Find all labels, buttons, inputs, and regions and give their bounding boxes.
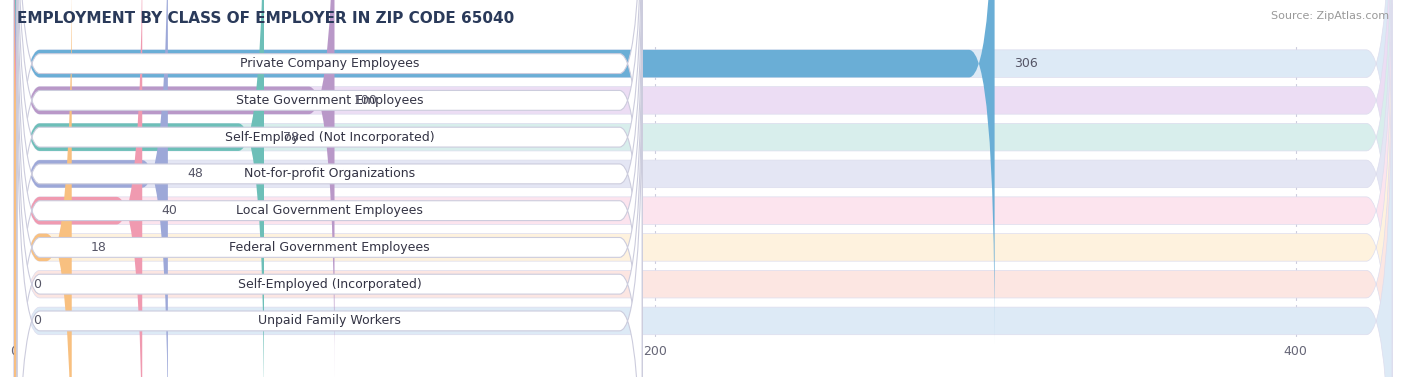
Text: 40: 40 (162, 204, 177, 217)
FancyBboxPatch shape (14, 0, 72, 377)
FancyBboxPatch shape (14, 0, 1392, 377)
Text: State Government Employees: State Government Employees (236, 94, 423, 107)
Text: Unpaid Family Workers: Unpaid Family Workers (259, 314, 401, 327)
Text: 18: 18 (91, 241, 107, 254)
FancyBboxPatch shape (14, 4, 1392, 377)
Text: Source: ZipAtlas.com: Source: ZipAtlas.com (1271, 11, 1389, 21)
Text: 0: 0 (34, 314, 41, 327)
FancyBboxPatch shape (17, 74, 643, 377)
Text: Local Government Employees: Local Government Employees (236, 204, 423, 217)
FancyBboxPatch shape (14, 0, 335, 377)
Text: 78: 78 (283, 131, 299, 144)
FancyBboxPatch shape (14, 0, 142, 377)
FancyBboxPatch shape (14, 41, 1392, 377)
FancyBboxPatch shape (14, 0, 264, 377)
Text: 48: 48 (187, 167, 202, 180)
FancyBboxPatch shape (17, 0, 643, 348)
FancyBboxPatch shape (14, 0, 1392, 377)
Text: 0: 0 (34, 278, 41, 291)
Text: 100: 100 (354, 94, 378, 107)
FancyBboxPatch shape (14, 0, 167, 377)
Text: EMPLOYMENT BY CLASS OF EMPLOYER IN ZIP CODE 65040: EMPLOYMENT BY CLASS OF EMPLOYER IN ZIP C… (17, 11, 515, 26)
FancyBboxPatch shape (17, 0, 643, 377)
Text: Not-for-profit Organizations: Not-for-profit Organizations (245, 167, 415, 180)
FancyBboxPatch shape (14, 0, 1392, 377)
Text: Self-Employed (Incorporated): Self-Employed (Incorporated) (238, 278, 422, 291)
Text: Self-Employed (Not Incorporated): Self-Employed (Not Incorporated) (225, 131, 434, 144)
FancyBboxPatch shape (14, 0, 994, 344)
FancyBboxPatch shape (14, 0, 1392, 344)
FancyBboxPatch shape (17, 0, 643, 377)
FancyBboxPatch shape (17, 37, 643, 377)
Text: Private Company Employees: Private Company Employees (240, 57, 419, 70)
FancyBboxPatch shape (17, 0, 643, 377)
FancyBboxPatch shape (14, 0, 1392, 377)
Text: Federal Government Employees: Federal Government Employees (229, 241, 430, 254)
FancyBboxPatch shape (17, 0, 643, 311)
FancyBboxPatch shape (14, 0, 1392, 377)
FancyBboxPatch shape (17, 0, 643, 377)
Text: 306: 306 (1014, 57, 1038, 70)
